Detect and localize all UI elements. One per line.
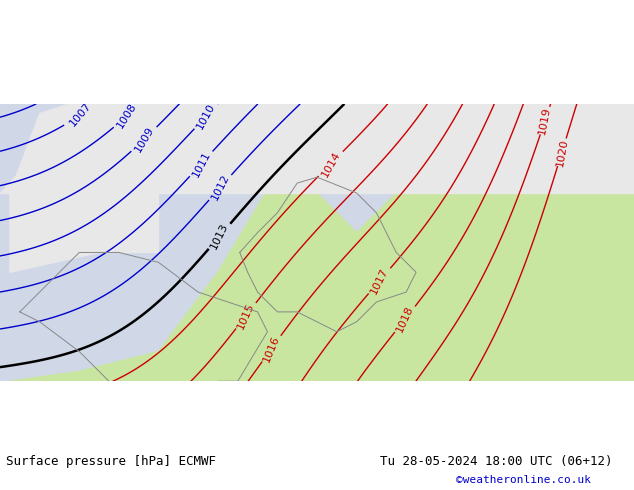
Text: 1019: 1019 — [538, 106, 553, 135]
Text: Surface pressure [hPa] ECMWF: Surface pressure [hPa] ECMWF — [6, 455, 216, 468]
Text: 1016: 1016 — [261, 334, 281, 364]
Text: 1013: 1013 — [209, 221, 230, 251]
Text: 1011: 1011 — [190, 149, 212, 178]
Text: Tu 28-05-2024 18:00 UTC (06+12): Tu 28-05-2024 18:00 UTC (06+12) — [380, 455, 613, 468]
Polygon shape — [10, 94, 158, 272]
Text: 1008: 1008 — [115, 101, 139, 130]
Polygon shape — [317, 104, 634, 153]
Text: 1020: 1020 — [555, 138, 569, 167]
Text: 1018: 1018 — [395, 304, 415, 334]
Polygon shape — [218, 312, 634, 381]
Text: 1015: 1015 — [236, 301, 256, 331]
Text: 1017: 1017 — [369, 266, 390, 295]
Text: 1009: 1009 — [133, 124, 156, 154]
Polygon shape — [0, 104, 634, 193]
Text: 1014: 1014 — [320, 149, 342, 178]
Text: 1007: 1007 — [68, 100, 93, 128]
Text: 1010: 1010 — [195, 102, 217, 131]
Text: ©weatheronline.co.uk: ©weatheronline.co.uk — [456, 475, 592, 485]
Text: 1012: 1012 — [209, 172, 231, 202]
Polygon shape — [10, 173, 634, 381]
